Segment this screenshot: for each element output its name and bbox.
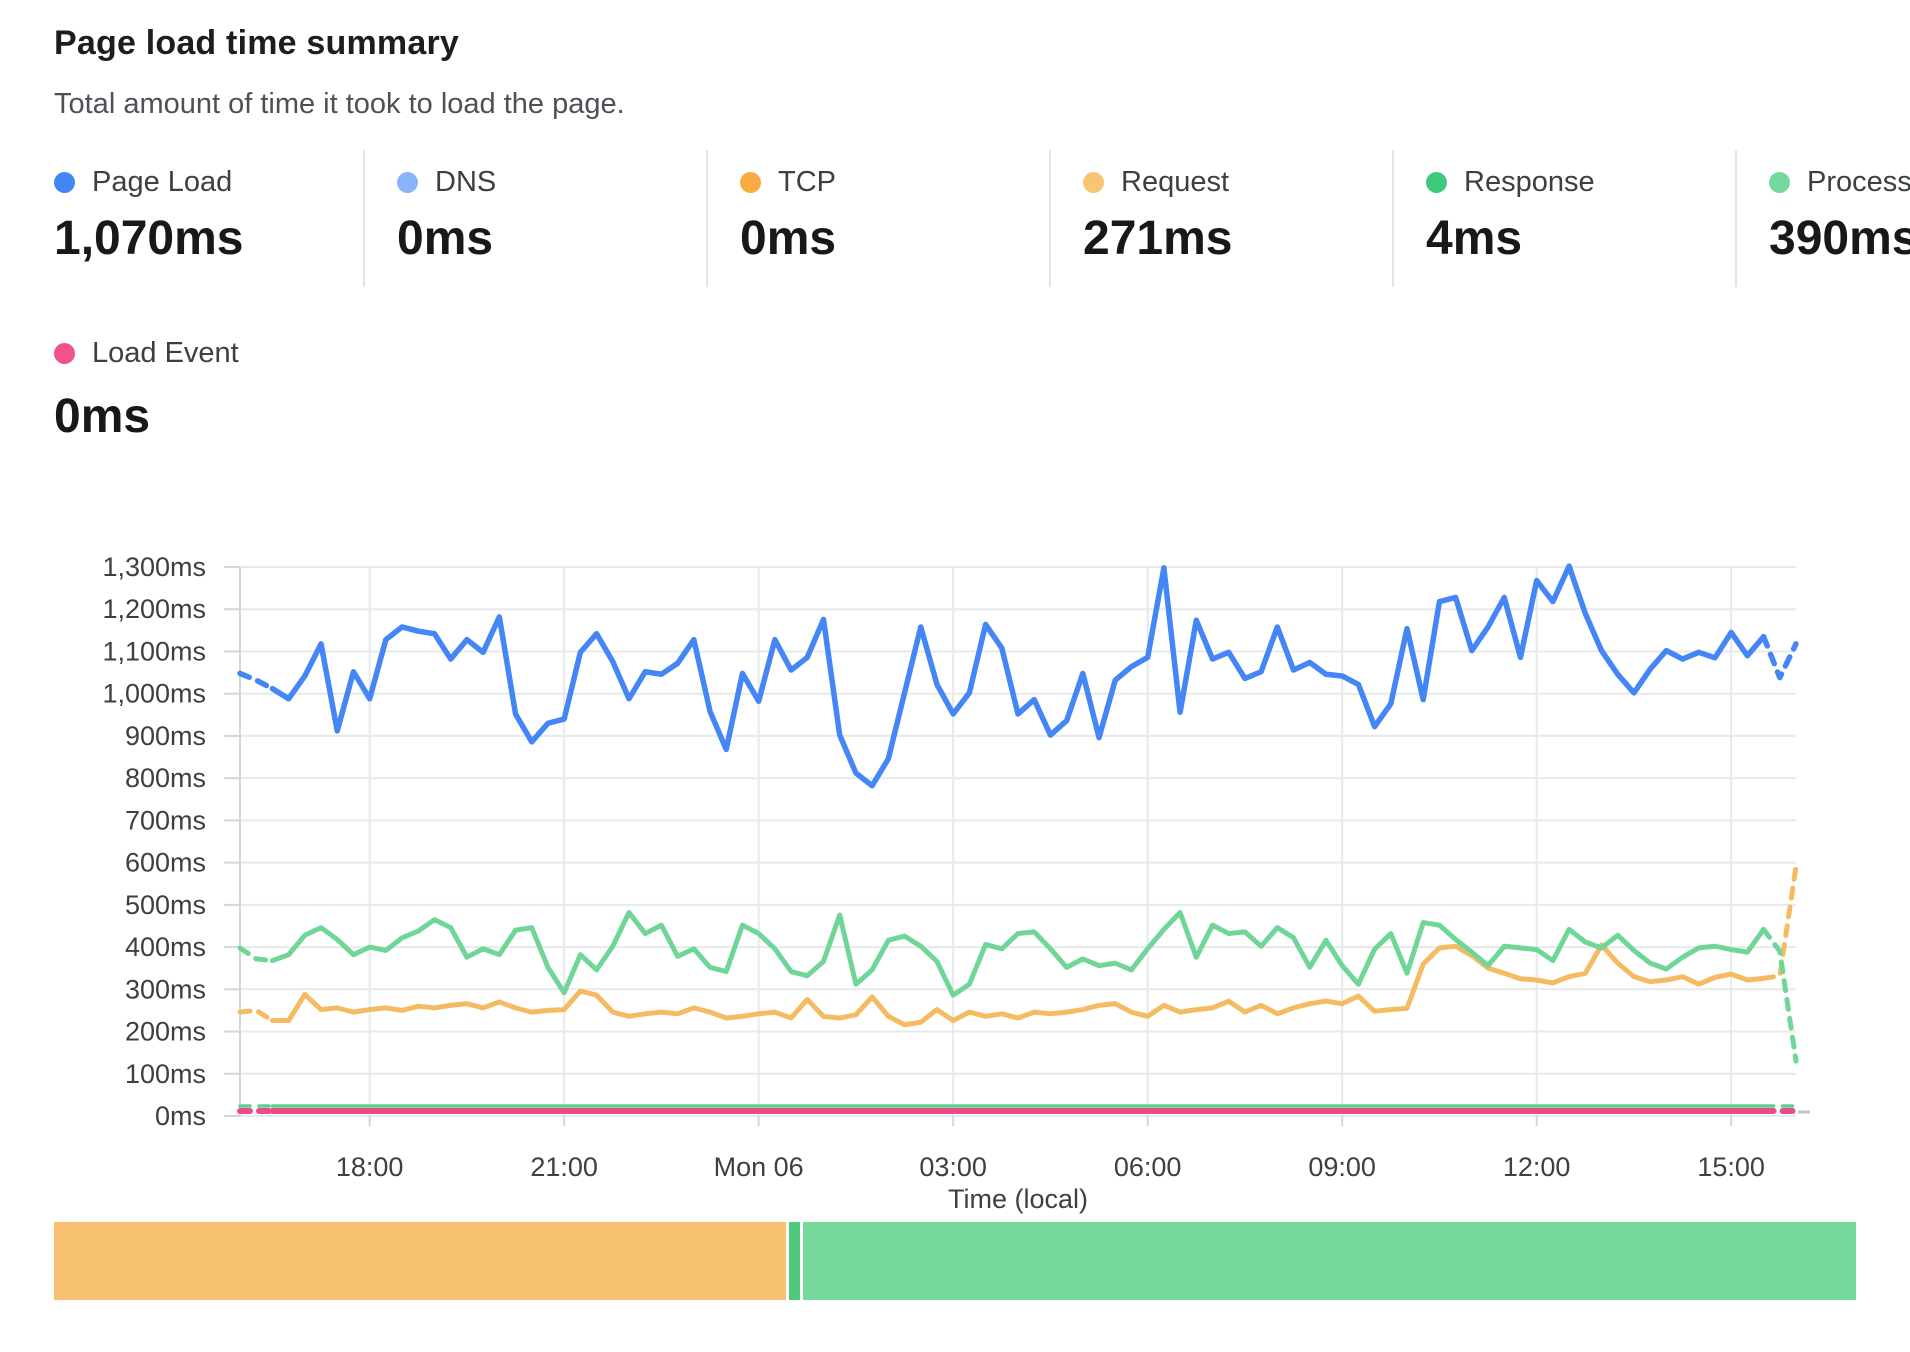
tcp-dot-icon [740,171,761,193]
x-axis-tick-label: 12:00 [1503,1152,1571,1182]
breakdown-segment-processing [802,1222,1856,1300]
y-axis-tick-label: 400ms [125,932,206,962]
series-processing [237,909,1799,1064]
y-axis-tick-label: 900ms [125,721,206,751]
y-axis-tick-label: 500ms [125,890,206,920]
x-axis-title: Time (local) [948,1184,1088,1214]
metric-label: Response [1464,165,1595,198]
x-axis-tick-label: 09:00 [1308,1152,1376,1182]
y-axis-tick-label: 1,300ms [102,552,206,582]
series-request [237,864,1799,1028]
y-axis-tick-label: 100ms [125,1059,206,1089]
processing-dot-icon [1769,171,1790,193]
metric-card-processing: Processing 390ms [1737,150,1910,287]
metric-value: 0ms [54,390,151,443]
y-axis-tick-label: 300ms [125,974,206,1004]
metric-card-request: Request 271ms [1051,150,1394,287]
load-event-dot-icon [54,342,75,364]
metric-card-tcp: TCP 0ms [708,150,1051,287]
page-subtitle: Total amount of time it took to load the… [54,88,625,120]
metric-card-page-load: Page Load 1,070ms [22,150,365,287]
breakdown-segment-request [54,1222,786,1300]
timing-breakdown-bar [54,1222,1856,1300]
page-load-dot-icon [54,171,75,193]
dns-dot-icon [397,171,418,193]
y-axis-tick-label: 1,000ms [102,679,206,709]
y-axis-tick-label: 1,100ms [102,636,206,666]
y-axis-tick-label: 700ms [125,805,206,835]
x-axis-tick-label: 15:00 [1697,1152,1765,1182]
metric-card-load-event: Load Event 0ms [22,325,363,462]
page-title: Page load time summary [54,24,459,62]
metrics-row-2: Load Event 0ms [22,325,363,462]
y-axis-tick-label: 1,200ms [102,594,206,624]
response-dot-icon [1426,171,1447,193]
metric-value: 271ms [1083,212,1233,265]
metric-label: Request [1121,165,1230,198]
series-page-load [237,563,1799,789]
metric-value: 0ms [740,212,837,265]
metric-label: DNS [435,165,497,198]
request-dot-icon [1083,171,1104,193]
metric-value: 1,070ms [54,212,244,265]
metric-value: 4ms [1426,212,1523,265]
metric-label: Processing [1807,165,1910,198]
x-axis-tick-label: 03:00 [919,1152,987,1182]
metric-value: 390ms [1769,212,1910,265]
metric-card-response: Response 4ms [1394,150,1737,287]
metric-card-dns: DNS 0ms [365,150,708,287]
chart-grid: 1,300ms 1,200ms 1,100ms 1,000ms 900ms 800ms 70… [102,552,1810,1214]
y-axis-tick-label: 600ms [125,848,206,878]
y-axis-tick-label: 0ms [155,1101,206,1131]
y-axis-tick-label: 200ms [125,1017,206,1047]
x-axis-tick-label: Mon 06 [714,1152,804,1182]
metric-value: 0ms [397,212,494,265]
metrics-row: Page Load 1,070ms DNS 0ms TCP 0ms Reques… [22,150,1910,287]
metric-label: TCP [778,165,836,198]
breakdown-segment-response [788,1222,800,1300]
x-axis-tick-label: 06:00 [1114,1152,1182,1182]
x-axis-tick-label: 18:00 [336,1152,404,1182]
metric-label: Load Event [92,336,239,369]
metric-label: Page Load [92,165,233,198]
y-axis-tick-label: 800ms [125,763,206,793]
x-axis-tick-label: 21:00 [530,1152,598,1182]
